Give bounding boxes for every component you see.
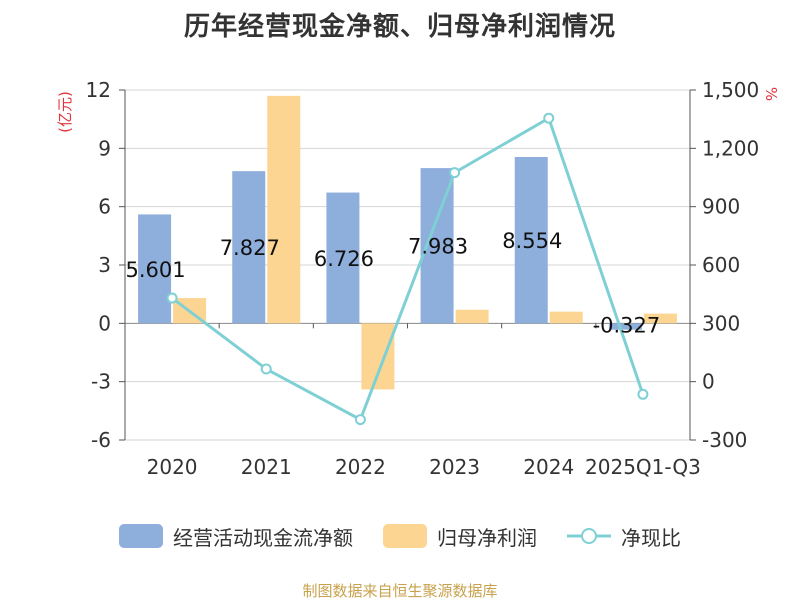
left-tick-label: 6 — [98, 195, 111, 219]
legend-swatch-operating-cash — [119, 524, 163, 548]
x-tick-label: 2024 — [523, 455, 574, 479]
data-label-operating-cash: 7.983 — [408, 235, 468, 259]
axes: -6 -3 0 3 6 9 12 -300 0 300 600 900 1,200 1,500 (亿元) % 2… — [56, 78, 780, 479]
right-tick-label: -300 — [702, 428, 747, 452]
x-tick-label: 2022 — [335, 455, 386, 479]
right-tick-label: 1,200 — [702, 136, 759, 160]
point-cash-ratio — [166, 292, 178, 304]
left-tick-label: -3 — [91, 370, 111, 394]
grid-lines — [125, 89, 690, 441]
x-tick-label: 2020 — [147, 455, 198, 479]
bar-operating-cash — [514, 157, 548, 324]
data-label-operating-cash: 7.827 — [220, 236, 280, 260]
data-label-operating-cash: 8.554 — [502, 229, 562, 253]
legend-label-net-profit: 归母净利润 — [437, 525, 537, 550]
point-cash-ratio — [637, 388, 649, 400]
left-tick-label: 9 — [98, 136, 111, 160]
right-tick-label: 300 — [702, 311, 740, 335]
legend-label-operating-cash: 经营活动现金流净额 — [173, 525, 353, 550]
bar-net-profit — [267, 95, 301, 324]
legend-item-cash-ratio[interactable]: 净现比 — [567, 522, 681, 551]
bar-series — [138, 95, 677, 390]
bar-operating-cash — [326, 192, 360, 324]
line-series — [166, 112, 649, 426]
data-labels: 5.601 7.827 6.726 7.983 8.554 -0.327 — [126, 229, 661, 337]
data-label-operating-cash: 5.601 — [126, 258, 186, 282]
right-axis-unit: % — [762, 87, 780, 101]
right-tick-label: 900 — [702, 195, 740, 219]
bar-operating-cash — [232, 171, 266, 324]
x-tick-label: 2025Q1-Q3 — [585, 455, 701, 479]
left-axis-unit: (亿元) — [56, 91, 74, 133]
bar-operating-cash — [138, 214, 172, 324]
chart-title: 历年经营现金净额、归母净利润情况 — [183, 12, 616, 42]
left-tick-label: 0 — [98, 311, 111, 335]
bar-net-profit — [643, 313, 677, 324]
legend-line-marker — [581, 528, 597, 544]
left-tick-label: 12 — [86, 78, 111, 102]
line-cash-ratio — [171, 115, 645, 422]
legend-swatch-cash-ratio — [567, 528, 611, 544]
legend: 经营活动现金流净额 归母净利润 净现比 — [0, 518, 800, 554]
bar-net-profit — [361, 323, 395, 390]
point-cash-ratio — [449, 167, 461, 179]
legend-swatch-net-profit — [383, 524, 427, 548]
left-tick-label: 3 — [98, 253, 111, 277]
legend-label-cash-ratio: 净现比 — [621, 525, 681, 550]
right-tick-label: 1,500 — [702, 78, 759, 102]
legend-item-operating-cash[interactable]: 经营活动现金流净额 — [119, 522, 353, 551]
bar-net-profit — [549, 311, 583, 324]
bar-operating-cash — [608, 323, 642, 330]
point-cash-ratio — [543, 112, 555, 124]
point-cash-ratio — [354, 414, 366, 426]
point-cash-ratio — [260, 363, 272, 375]
left-tick-label: -6 — [91, 428, 111, 452]
x-tick-label: 2021 — [241, 455, 292, 479]
data-label-operating-cash: -0.327 — [593, 313, 661, 337]
x-tick-label: 2023 — [429, 455, 480, 479]
data-label-operating-cash: 6.726 — [314, 247, 374, 271]
bar-net-profit — [455, 309, 489, 324]
right-tick-label: 0 — [702, 370, 715, 394]
source-footer: 制图数据来自恒生聚源数据库 — [302, 582, 498, 600]
right-tick-label: 600 — [702, 253, 740, 277]
legend-item-net-profit[interactable]: 归母净利润 — [383, 522, 537, 551]
